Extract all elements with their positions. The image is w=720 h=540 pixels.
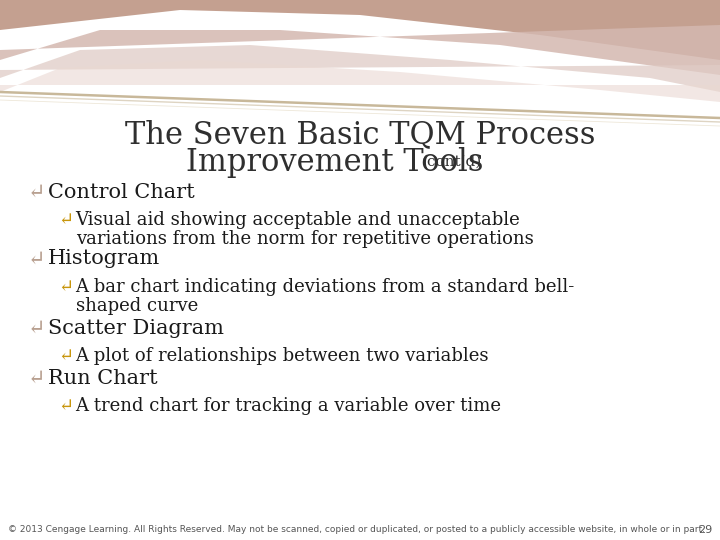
Text: A bar chart indicating deviations from a standard bell-: A bar chart indicating deviations from a… bbox=[76, 278, 575, 296]
Text: variations from the norm for repetitive operations: variations from the norm for repetitive … bbox=[76, 230, 534, 248]
Text: The Seven Basic TQM Process: The Seven Basic TQM Process bbox=[125, 119, 595, 151]
Polygon shape bbox=[0, 60, 720, 102]
Text: shaped curve: shaped curve bbox=[76, 297, 198, 315]
Text: ↵: ↵ bbox=[28, 319, 45, 338]
Text: ↵: ↵ bbox=[58, 397, 73, 415]
Text: ↵: ↵ bbox=[28, 183, 45, 201]
Text: Scatter Diagram: Scatter Diagram bbox=[48, 319, 224, 338]
Text: Run Chart: Run Chart bbox=[48, 368, 158, 388]
Text: ↵: ↵ bbox=[28, 368, 45, 388]
Polygon shape bbox=[0, 45, 720, 92]
Polygon shape bbox=[0, 25, 720, 75]
Text: 29: 29 bbox=[698, 525, 712, 535]
Text: Control Chart: Control Chart bbox=[48, 183, 195, 201]
Text: ↵: ↵ bbox=[28, 249, 45, 268]
Text: ↵: ↵ bbox=[58, 347, 73, 365]
Text: Histogram: Histogram bbox=[48, 249, 161, 268]
Text: (cont’d): (cont’d) bbox=[422, 155, 482, 169]
Text: ↵: ↵ bbox=[58, 211, 73, 229]
Text: A trend chart for tracking a variable over time: A trend chart for tracking a variable ov… bbox=[76, 397, 502, 415]
Text: ↵: ↵ bbox=[58, 278, 73, 296]
Text: © 2013 Cengage Learning. All Rights Reserved. May not be scanned, copied or dupl: © 2013 Cengage Learning. All Rights Rese… bbox=[8, 525, 705, 535]
Text: Visual aid showing acceptable and unacceptable: Visual aid showing acceptable and unacce… bbox=[76, 211, 521, 229]
Polygon shape bbox=[0, 0, 720, 60]
Text: Improvement Tools: Improvement Tools bbox=[186, 146, 484, 178]
Text: A plot of relationships between two variables: A plot of relationships between two vari… bbox=[76, 347, 489, 365]
